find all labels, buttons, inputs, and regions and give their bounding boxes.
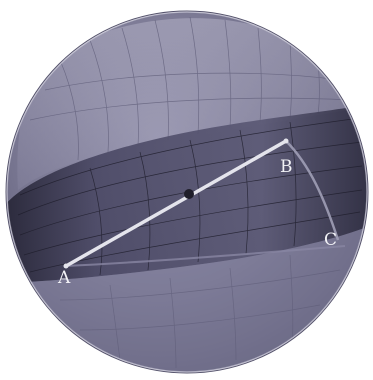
point-b-marker — [283, 138, 289, 144]
center-point — [184, 189, 194, 199]
segment-a-b — [64, 139, 288, 268]
lower-cap — [7, 225, 367, 372]
sphere-outer-edge — [5, 10, 369, 374]
label-b: B — [280, 157, 293, 177]
point-a-marker — [63, 263, 69, 269]
upper-cap — [17, 18, 360, 191]
label-c: C — [324, 230, 337, 250]
arc-b-c — [285, 140, 340, 241]
sphere-rim — [6, 11, 368, 373]
arc-a-c — [65, 245, 346, 267]
label-a: A — [57, 268, 71, 288]
